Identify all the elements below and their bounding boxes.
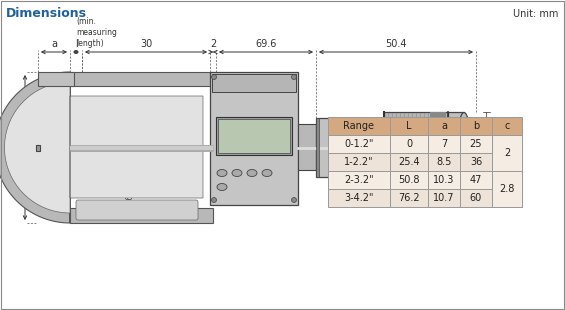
Text: c: c	[505, 121, 510, 131]
Bar	[390, 189, 428, 207]
Text: l: l	[75, 39, 77, 49]
FancyBboxPatch shape	[76, 200, 198, 220]
Bar	[492, 117, 522, 135]
Bar	[428, 135, 460, 153]
Text: a: a	[51, 39, 57, 49]
Bar	[328, 135, 390, 153]
Bar	[328, 153, 390, 171]
Bar	[492, 135, 522, 153]
Text: 76.2: 76.2	[398, 193, 420, 203]
Text: 0: 0	[406, 139, 412, 149]
Text: 25.4: 25.4	[398, 157, 420, 167]
Text: Range: Range	[344, 121, 375, 131]
Bar	[328, 171, 390, 189]
Bar	[316, 118, 319, 177]
Bar	[328, 117, 390, 135]
Bar	[70, 208, 213, 223]
Bar	[316, 118, 384, 177]
Bar	[460, 153, 492, 171]
Text: 2.8: 2.8	[499, 184, 515, 194]
Text: Dimensions: Dimensions	[6, 7, 87, 20]
Bar	[428, 117, 460, 135]
Text: 2: 2	[210, 39, 216, 49]
Polygon shape	[430, 112, 446, 183]
Circle shape	[211, 74, 216, 79]
Text: 2: 2	[504, 148, 510, 158]
Text: 30: 30	[140, 39, 152, 49]
Text: 36: 36	[470, 157, 482, 167]
Bar	[428, 153, 460, 171]
Text: 25: 25	[470, 139, 483, 149]
Circle shape	[292, 197, 297, 202]
Text: 47: 47	[470, 175, 482, 185]
Bar	[460, 117, 492, 135]
Ellipse shape	[232, 170, 242, 176]
Polygon shape	[0, 72, 70, 223]
Text: 60: 60	[470, 193, 482, 203]
Text: 0-1.2": 0-1.2"	[344, 139, 374, 149]
Bar	[390, 171, 428, 189]
Bar	[328, 189, 390, 207]
Bar	[78, 202, 196, 218]
Text: 7: 7	[441, 139, 447, 149]
Ellipse shape	[457, 113, 471, 184]
Ellipse shape	[217, 184, 227, 191]
Text: 50.4: 50.4	[385, 39, 407, 49]
Text: 2-3.2": 2-3.2"	[344, 175, 374, 185]
Bar	[492, 171, 522, 207]
Bar	[218, 119, 290, 153]
Text: c: c	[54, 110, 59, 120]
Bar	[492, 171, 522, 189]
Text: L: L	[406, 121, 412, 131]
Bar	[210, 72, 298, 205]
Text: (min.
measuring
length): (min. measuring length)	[76, 17, 117, 48]
Text: 8.5: 8.5	[436, 157, 451, 167]
Bar	[390, 117, 428, 135]
Bar	[428, 189, 460, 207]
Text: Unit: mm: Unit: mm	[512, 9, 558, 19]
Ellipse shape	[262, 170, 272, 176]
Bar	[460, 189, 492, 207]
Polygon shape	[5, 82, 203, 213]
Text: 10.7: 10.7	[433, 193, 455, 203]
Bar	[428, 171, 460, 189]
Bar	[492, 153, 522, 171]
Bar	[390, 153, 428, 171]
Bar	[298, 124, 316, 170]
Circle shape	[292, 74, 297, 79]
Text: a: a	[441, 121, 447, 131]
Bar	[216, 117, 292, 155]
Bar	[390, 135, 428, 153]
Bar	[384, 112, 448, 183]
Bar	[212, 74, 296, 92]
Text: ø25: ø25	[484, 127, 493, 143]
Text: b: b	[16, 143, 22, 153]
Circle shape	[211, 197, 216, 202]
Bar	[460, 171, 492, 189]
Text: b: b	[473, 121, 479, 131]
Bar	[492, 189, 522, 207]
Bar	[492, 135, 522, 171]
Text: ø6.35: ø6.35	[125, 180, 134, 204]
Ellipse shape	[217, 170, 227, 176]
Bar	[38, 72, 74, 86]
Ellipse shape	[247, 170, 257, 176]
Text: 69.6: 69.6	[255, 39, 277, 49]
Bar	[36, 145, 40, 151]
Bar	[448, 112, 464, 183]
Text: 3-4.2": 3-4.2"	[344, 193, 374, 203]
Text: 1-2.2": 1-2.2"	[344, 157, 374, 167]
Text: 10.3: 10.3	[433, 175, 455, 185]
Bar	[460, 135, 492, 153]
Text: 50.8: 50.8	[398, 175, 420, 185]
Bar	[70, 72, 213, 86]
